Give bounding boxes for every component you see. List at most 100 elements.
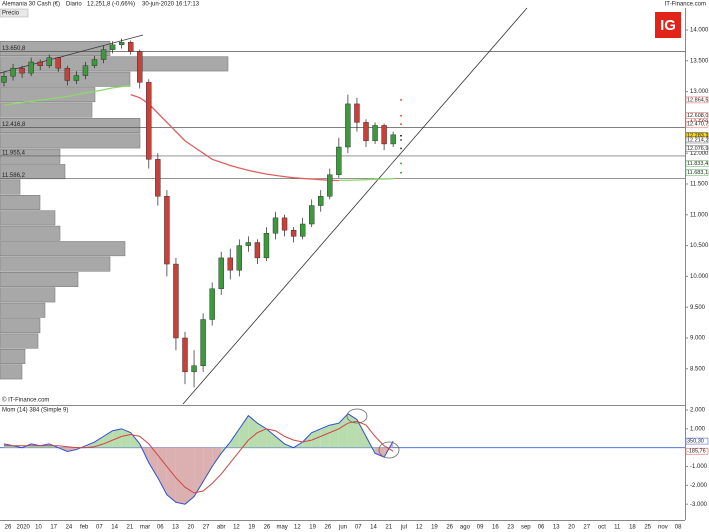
volume-bar (0, 195, 41, 210)
candle-body (281, 217, 288, 231)
instrument: Alemania 30 Cash (€) (2, 2, 60, 8)
x-tick-label: 13 (553, 525, 560, 531)
level-dot (400, 114, 402, 117)
candle-body (236, 245, 243, 271)
candle-body (55, 57, 61, 69)
marker-label: 350,30 (687, 439, 704, 445)
candle-body (100, 49, 107, 60)
momentum-area (121, 428, 131, 448)
volume-bar (0, 256, 111, 272)
candle-body (254, 242, 261, 259)
candle-body (200, 319, 206, 366)
plot: 14.00013.50013.00012.50012.00011.50011.0… (0, 28, 709, 531)
x-tick-label: 26 (324, 525, 331, 531)
x-tick-label: 19 (431, 525, 438, 531)
x-tick-label: 07 (96, 525, 103, 531)
y-tick-label: 10.500 (690, 243, 709, 249)
momentum-area (157, 447, 167, 495)
panel-label: Precio (2, 11, 20, 17)
x-tick-label: jun (338, 525, 347, 531)
candle-body (46, 57, 52, 66)
x-tick-label: jul (400, 525, 407, 531)
y-tick-label: 2.000 (690, 408, 706, 414)
candle-body (164, 196, 170, 265)
x-tick-label: 20 (187, 525, 194, 531)
y-tick-label: 12.000 (690, 151, 709, 157)
x-tick-label: abr (217, 525, 226, 531)
level-label: 11.586,2 (2, 173, 26, 179)
y-tick-label: 9.500 (690, 305, 706, 311)
level-dot (400, 99, 402, 101)
x-tick-label: 16 (492, 525, 499, 531)
volume-bar (0, 225, 61, 241)
price-label: 11.833,4 (687, 161, 708, 167)
y-tick-label: 10.000 (690, 274, 709, 280)
candle-body (245, 242, 252, 246)
momentum-area (320, 425, 330, 448)
candle-body (146, 82, 152, 160)
candle-body (218, 257, 224, 289)
x-tick-label: oct (598, 525, 606, 531)
y-tick-label: 13.000 (690, 89, 709, 95)
x-tick-label: may (276, 525, 287, 531)
y-tick-label: 8.500 (690, 366, 706, 372)
x-tick-label: 08 (675, 525, 682, 531)
source: IT-Finance.com (665, 2, 706, 8)
indicator-line (4, 420, 394, 494)
volume-bar (0, 87, 96, 103)
x-tick-label: 18 (629, 525, 636, 531)
volume-bar (0, 302, 46, 318)
x-tick-label: 07 (355, 525, 362, 531)
candle-body (209, 288, 215, 320)
x-tick-label: 14 (111, 525, 118, 531)
copyright: © IT-Finance.com (2, 397, 49, 404)
x-tick-label: 19 (309, 525, 316, 531)
momentum-area (329, 423, 339, 448)
x-tick-label: 27 (203, 525, 210, 531)
y-tick-label: 11.000 (690, 212, 709, 218)
x-tick-label: 20 (568, 525, 575, 531)
volume-bar (0, 349, 26, 364)
y-tick-label: 9.000 (690, 336, 706, 342)
candle-body (290, 229, 297, 237)
x-tick-label: 2020 (17, 525, 31, 531)
trendline (182, 7, 528, 405)
momentum-area (166, 447, 176, 503)
x-tick-label: sep (521, 525, 531, 531)
candle-body (345, 103, 351, 148)
candle-body (137, 51, 143, 83)
x-tick-label: 26 (264, 525, 271, 531)
price-label: 12.076,9 (687, 146, 708, 152)
level-label: 13.650,8 (2, 46, 26, 52)
level-dot (400, 162, 402, 165)
momentum-area (356, 419, 366, 448)
y-tick-label: 14.000 (690, 28, 709, 34)
candle-body (227, 257, 233, 271)
x-tick-label: 10 (35, 525, 42, 531)
x-tick-label: 19 (248, 525, 255, 531)
time: 30-jun-2020 16:17:13 (142, 2, 200, 8)
price-label: 12.470,7 (687, 122, 708, 128)
panel-tab (0, 8, 29, 18)
volume-bar (0, 318, 41, 334)
x-tick-label: 27 (583, 525, 590, 531)
candle-body (109, 44, 116, 50)
candle-body (390, 134, 396, 145)
volume-bar (0, 102, 93, 118)
price-label: 12.608,0 (687, 113, 708, 119)
price-label: 11.683,1 (687, 170, 708, 176)
x-tick-label: 24 (66, 525, 73, 531)
volume-bar (0, 210, 56, 226)
indicator-line (3, 413, 394, 505)
candle-body (173, 263, 179, 339)
y-tick-label: -3.000 (690, 502, 708, 508)
x-tick-label: 12 (416, 525, 423, 531)
moving-average (3, 84, 394, 181)
candle-body (64, 67, 71, 81)
candle-body (191, 365, 197, 373)
volume-bar (0, 364, 23, 380)
y-tick-label: -2.000 (690, 483, 708, 489)
volume-bar (0, 133, 141, 149)
momentum-area (148, 447, 158, 478)
